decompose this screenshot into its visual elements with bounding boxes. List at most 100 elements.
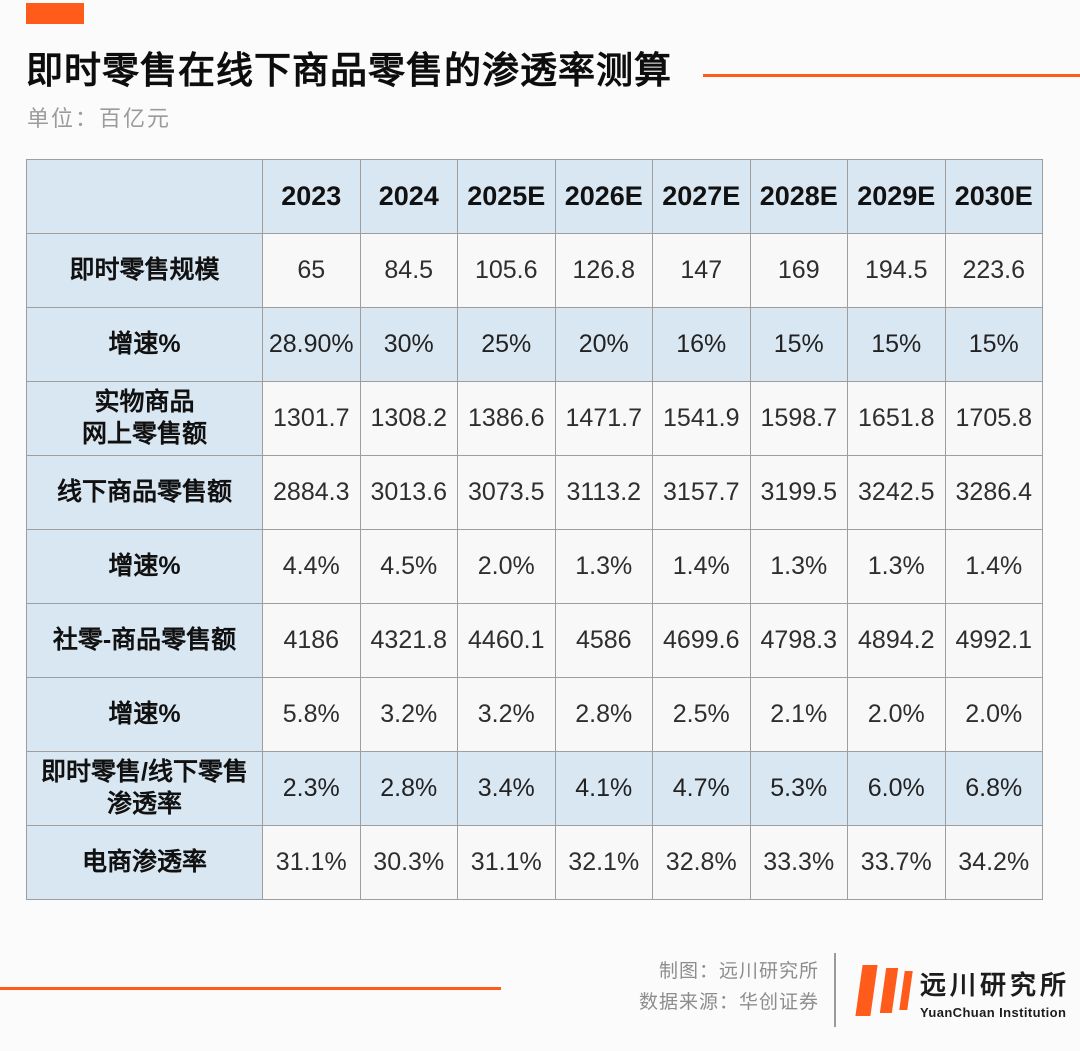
table-cell: 15% [847, 307, 946, 382]
table-row: 社零-商品零售额 4186 4321.8 4460.1 4586 4699.6 4798.3… [26, 603, 1043, 678]
table-cell: 34.2% [944, 825, 1043, 900]
table-cell: 31.1% [457, 825, 556, 900]
table-cell: 4894.2 [847, 603, 946, 678]
row-label: 即时零售/线下零售 渗透率 [26, 751, 263, 826]
table-row: 实物商品 网上零售额 1301.7 1308.2 1386.6 1471.7 1541.9… [26, 381, 1043, 456]
table-cell: 6.0% [847, 751, 946, 826]
year-column-header: 2024 [359, 159, 458, 234]
table-cell: 1651.8 [847, 381, 946, 456]
credits-block: 制图：远川研究所 数据来源：华创证券 [499, 956, 819, 1018]
table-cell: 3242.5 [847, 455, 946, 530]
year-column-header: 2030E [944, 159, 1043, 234]
footer-divider [834, 953, 836, 1027]
row-label: 增速% [26, 307, 263, 382]
table-cell: 15% [944, 307, 1043, 382]
page-title: 即时零售在线下商品零售的渗透率测算 [26, 50, 672, 91]
table-cell: 3013.6 [359, 455, 458, 530]
table-cell: 1.3% [554, 529, 653, 604]
brand-mark [26, 3, 84, 24]
table-cell: 2884.3 [262, 455, 361, 530]
table-cell: 2.1% [749, 677, 848, 752]
row-label: 电商渗透率 [26, 825, 263, 900]
table-cell: 4460.1 [457, 603, 556, 678]
table-cell: 3199.5 [749, 455, 848, 530]
table-cell: 4992.1 [944, 603, 1043, 678]
table-cell: 3.2% [359, 677, 458, 752]
year-column-header: 2029E [847, 159, 946, 234]
table-cell: 2.0% [457, 529, 556, 604]
table-body: 即时零售规模 65 84.5 105.6 126.8 147 169 194.5 223.6 增速… [26, 233, 1043, 900]
table-cell: 2.0% [847, 677, 946, 752]
table-cell: 2.8% [554, 677, 653, 752]
table-cell: 2.5% [652, 677, 751, 752]
table-cell: 30.3% [359, 825, 458, 900]
row-label: 线下商品零售额 [26, 455, 263, 530]
yuanchuan-logo-icon [855, 964, 913, 1017]
row-label: 增速% [26, 529, 263, 604]
table-cell: 169 [749, 233, 848, 308]
table-cell: 223.6 [944, 233, 1043, 308]
table-cell: 3.4% [457, 751, 556, 826]
table-cell: 5.3% [749, 751, 848, 826]
table-cell: 20% [554, 307, 653, 382]
table-cell: 4321.8 [359, 603, 458, 678]
table-cell: 31.1% [262, 825, 361, 900]
table-cell: 1.3% [749, 529, 848, 604]
table-cell: 4.4% [262, 529, 361, 604]
table-cell: 4.5% [359, 529, 458, 604]
table-cell: 4186 [262, 603, 361, 678]
table-cell: 32.1% [554, 825, 653, 900]
logo-bar-icon [855, 965, 878, 1016]
table-cell: 1471.7 [554, 381, 653, 456]
table-row: 电商渗透率 31.1% 30.3% 31.1% 32.1% 32.8% 33.3% 33.7%… [26, 825, 1043, 900]
logo-name-cn: 远川研究所 [920, 970, 1071, 1000]
table-cell: 33.3% [749, 825, 848, 900]
table-cell: 3113.2 [554, 455, 653, 530]
credit-chart-by: 制图：远川研究所 [658, 961, 819, 982]
row-label: 增速% [26, 677, 263, 752]
table-header-row: 2023 2024 2025E 2026E 2027E 2028E 2029E 2030E [26, 159, 1043, 234]
row-label: 社零-商品零售额 [26, 603, 263, 678]
table-cell: 194.5 [847, 233, 946, 308]
row-label: 即时零售规模 [26, 233, 263, 308]
table-row: 即时零售/线下零售 渗透率 2.3% 2.8% 3.4% 4.1% 4.7% 5.3% 6.0… [26, 751, 1043, 826]
table-cell: 15% [749, 307, 848, 382]
table-cell: 33.7% [847, 825, 946, 900]
logo-bar-icon [899, 971, 913, 1010]
table-row: 即时零售规模 65 84.5 105.6 126.8 147 169 194.5 223.6 [26, 233, 1043, 308]
title-underline-rule [703, 74, 1080, 77]
footer-accent-rule [0, 987, 501, 990]
table-cell: 105.6 [457, 233, 556, 308]
credit-data-source: 数据来源：华创证券 [638, 992, 819, 1013]
table-cell: 2.3% [262, 751, 361, 826]
table-cell: 4798.3 [749, 603, 848, 678]
table-cell: 16% [652, 307, 751, 382]
table-cell: 3.2% [457, 677, 556, 752]
table-cell: 4586 [554, 603, 653, 678]
table-row: 增速% 5.8% 3.2% 3.2% 2.8% 2.5% 2.1% 2.0% 2.0% [26, 677, 1043, 752]
table-cell: 4.1% [554, 751, 653, 826]
table-corner-cell [26, 159, 263, 234]
row-label: 实物商品 网上零售额 [26, 381, 263, 456]
table-cell: 1.3% [847, 529, 946, 604]
table-cell: 1705.8 [944, 381, 1043, 456]
year-column-header: 2025E [457, 159, 556, 234]
table-cell: 65 [262, 233, 361, 308]
table-cell: 4699.6 [652, 603, 751, 678]
table-cell: 84.5 [359, 233, 458, 308]
table-cell: 1541.9 [652, 381, 751, 456]
penetration-table: 2023 2024 2025E 2026E 2027E 2028E 2029E 2030E 即… [26, 159, 1043, 900]
table-cell: 2.8% [359, 751, 458, 826]
unit-label: 单位：百亿元 [27, 106, 172, 131]
table-row: 增速% 4.4% 4.5% 2.0% 1.3% 1.4% 1.3% 1.3% 1.4% [26, 529, 1043, 604]
table-cell: 1.4% [652, 529, 751, 604]
table-cell: 3073.5 [457, 455, 556, 530]
table-cell: 3157.7 [652, 455, 751, 530]
table-cell: 6.8% [944, 751, 1043, 826]
table-cell: 2.0% [944, 677, 1043, 752]
table-cell: 25% [457, 307, 556, 382]
table-cell: 30% [359, 307, 458, 382]
year-column-header: 2026E [554, 159, 653, 234]
table-cell: 1.4% [944, 529, 1043, 604]
logo-bar-icon [879, 968, 899, 1013]
